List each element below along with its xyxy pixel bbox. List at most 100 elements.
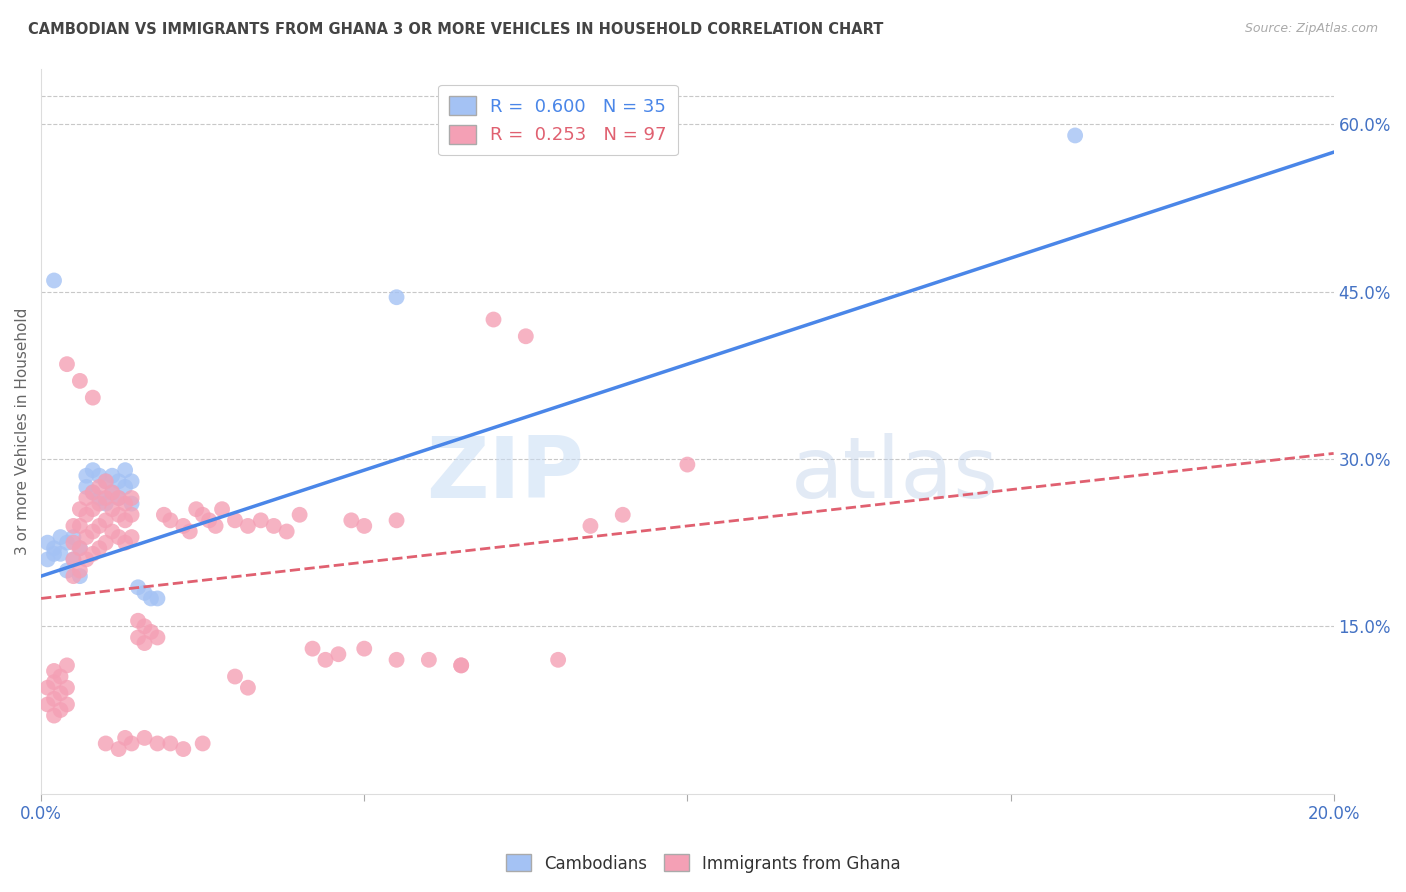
Point bbox=[385, 653, 408, 667]
Point bbox=[75, 480, 97, 494]
Point bbox=[82, 391, 104, 405]
Point bbox=[62, 519, 84, 533]
Point bbox=[153, 508, 176, 522]
Point bbox=[353, 519, 375, 533]
Point bbox=[224, 513, 246, 527]
Point bbox=[69, 502, 91, 516]
Point bbox=[114, 731, 136, 745]
Point bbox=[94, 491, 117, 505]
Point bbox=[101, 524, 124, 539]
Point bbox=[134, 636, 156, 650]
Point bbox=[676, 458, 699, 472]
Point bbox=[121, 475, 143, 489]
Point bbox=[114, 463, 136, 477]
Point bbox=[101, 485, 124, 500]
Point bbox=[146, 631, 169, 645]
Point bbox=[89, 491, 111, 505]
Point bbox=[107, 475, 129, 489]
Point bbox=[107, 530, 129, 544]
Point bbox=[127, 580, 149, 594]
Point bbox=[191, 508, 214, 522]
Point bbox=[172, 519, 194, 533]
Point bbox=[450, 658, 472, 673]
Point bbox=[37, 535, 59, 549]
Point bbox=[127, 614, 149, 628]
Point bbox=[42, 273, 65, 287]
Point bbox=[515, 329, 537, 343]
Point bbox=[37, 698, 59, 712]
Point bbox=[62, 552, 84, 566]
Text: atlas: atlas bbox=[790, 434, 998, 516]
Point bbox=[114, 535, 136, 549]
Point bbox=[211, 502, 233, 516]
Point bbox=[301, 641, 323, 656]
Point bbox=[146, 591, 169, 606]
Point bbox=[418, 653, 440, 667]
Point bbox=[146, 736, 169, 750]
Point bbox=[56, 535, 79, 549]
Point bbox=[56, 357, 79, 371]
Point bbox=[139, 624, 162, 639]
Point bbox=[69, 541, 91, 556]
Y-axis label: 3 or more Vehicles in Household: 3 or more Vehicles in Household bbox=[15, 308, 30, 555]
Legend: Cambodians, Immigrants from Ghana: Cambodians, Immigrants from Ghana bbox=[499, 847, 907, 880]
Point bbox=[236, 519, 259, 533]
Point bbox=[101, 485, 124, 500]
Point bbox=[101, 502, 124, 516]
Point bbox=[42, 708, 65, 723]
Point bbox=[314, 653, 336, 667]
Text: CAMBODIAN VS IMMIGRANTS FROM GHANA 3 OR MORE VEHICLES IN HOUSEHOLD CORRELATION C: CAMBODIAN VS IMMIGRANTS FROM GHANA 3 OR … bbox=[28, 22, 883, 37]
Point bbox=[75, 552, 97, 566]
Point bbox=[547, 653, 569, 667]
Point bbox=[69, 374, 91, 388]
Point bbox=[198, 513, 221, 527]
Text: Source: ZipAtlas.com: Source: ZipAtlas.com bbox=[1244, 22, 1378, 36]
Point bbox=[69, 564, 91, 578]
Point bbox=[82, 502, 104, 516]
Point bbox=[204, 519, 226, 533]
Point bbox=[56, 658, 79, 673]
Point bbox=[89, 480, 111, 494]
Point bbox=[82, 463, 104, 477]
Point bbox=[82, 485, 104, 500]
Point bbox=[56, 681, 79, 695]
Point bbox=[89, 468, 111, 483]
Point bbox=[42, 691, 65, 706]
Point bbox=[94, 736, 117, 750]
Point bbox=[385, 513, 408, 527]
Point bbox=[139, 591, 162, 606]
Point bbox=[49, 686, 72, 700]
Point bbox=[114, 513, 136, 527]
Point bbox=[224, 669, 246, 683]
Point bbox=[69, 541, 91, 556]
Point bbox=[385, 290, 408, 304]
Point bbox=[250, 513, 273, 527]
Point bbox=[69, 519, 91, 533]
Point bbox=[56, 698, 79, 712]
Point bbox=[82, 485, 104, 500]
Point bbox=[42, 547, 65, 561]
Point bbox=[75, 468, 97, 483]
Point bbox=[69, 569, 91, 583]
Point bbox=[62, 552, 84, 566]
Point bbox=[236, 681, 259, 695]
Point bbox=[186, 502, 208, 516]
Point bbox=[191, 736, 214, 750]
Point bbox=[134, 731, 156, 745]
Point bbox=[134, 586, 156, 600]
Point bbox=[328, 647, 350, 661]
Point bbox=[62, 569, 84, 583]
Point bbox=[62, 530, 84, 544]
Point bbox=[134, 619, 156, 633]
Point bbox=[42, 675, 65, 690]
Point bbox=[49, 703, 72, 717]
Point bbox=[75, 530, 97, 544]
Point bbox=[37, 681, 59, 695]
Point bbox=[75, 491, 97, 505]
Point bbox=[276, 524, 298, 539]
Point bbox=[121, 530, 143, 544]
Point bbox=[114, 480, 136, 494]
Point bbox=[121, 491, 143, 505]
Point bbox=[121, 736, 143, 750]
Point bbox=[121, 508, 143, 522]
